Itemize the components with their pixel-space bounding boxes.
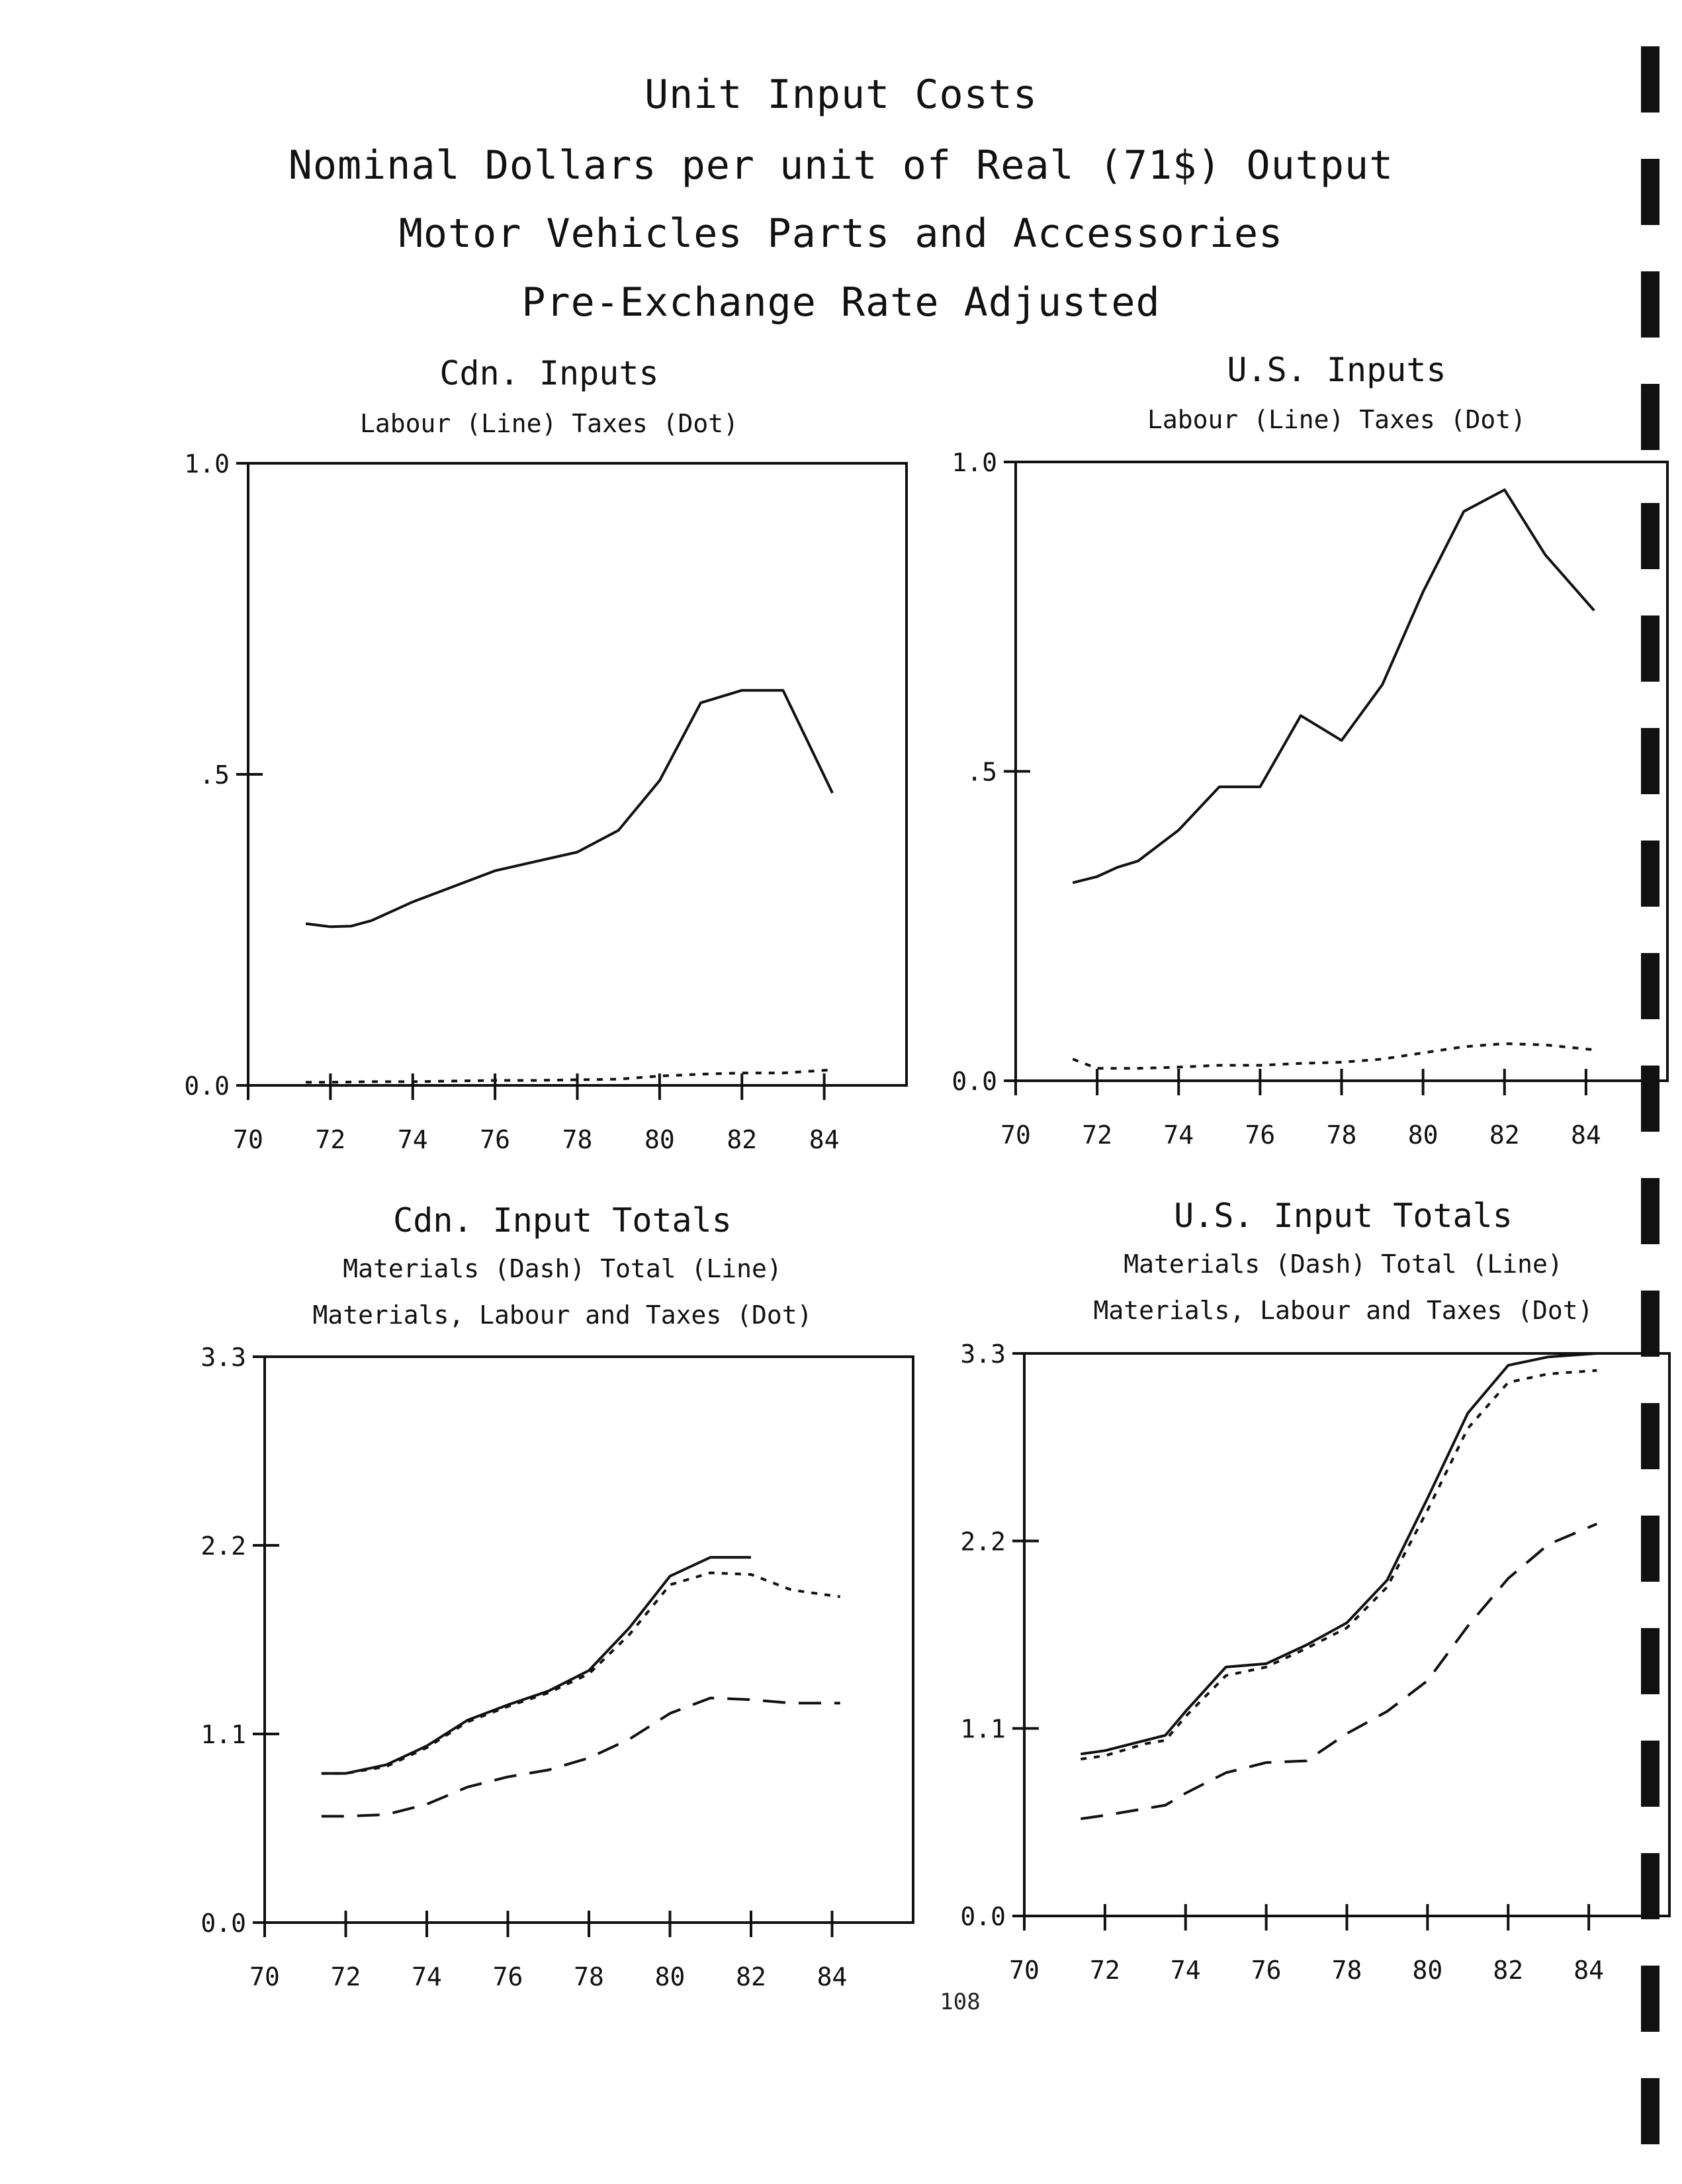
x-tick-label: 70 bbox=[1009, 1956, 1040, 1985]
x-tick-label: 82 bbox=[727, 1125, 757, 1154]
x-tick-label: 78 bbox=[1332, 1956, 1362, 1985]
y-tick-label: .5 bbox=[967, 758, 997, 787]
x-tick-label: 74 bbox=[1171, 1956, 1201, 1985]
panel-subtitle: Labour (Line) Taxes (Dot) bbox=[360, 409, 738, 438]
series-line-taxes-dot bbox=[1072, 1042, 1595, 1070]
x-tick-label: 76 bbox=[493, 1962, 523, 1991]
x-tick-label: 76 bbox=[480, 1125, 510, 1154]
binding-edge-mark bbox=[1641, 953, 1660, 1019]
binding-edge-mark bbox=[1641, 615, 1660, 682]
binding-edge-mark bbox=[1641, 1628, 1660, 1694]
x-tick-label: 84 bbox=[809, 1125, 840, 1154]
y-tick-label: 1.0 bbox=[952, 448, 997, 477]
series-line-materials-labour-and-taxes-dot bbox=[1081, 1369, 1597, 1760]
y-tick-label: 1.0 bbox=[184, 449, 230, 478]
panel-subtitle: Materials (Dash) Total (Line) bbox=[1124, 1250, 1563, 1279]
binding-edge-mark bbox=[1641, 46, 1660, 113]
y-tick-label: 3.3 bbox=[960, 1340, 1006, 1369]
x-tick-label: 80 bbox=[655, 1962, 686, 1991]
x-tick-label: 70 bbox=[249, 1962, 280, 1991]
y-tick-label: 0.0 bbox=[200, 1909, 246, 1938]
y-tick-label: .5 bbox=[199, 760, 230, 790]
x-tick-label: 80 bbox=[1408, 1120, 1439, 1150]
series-line-total-line bbox=[321, 1556, 751, 1775]
panel-subtitle: Labour (Line) Taxes (Dot) bbox=[1147, 405, 1526, 434]
y-tick-label: 0.0 bbox=[960, 1902, 1006, 1931]
panel-title: Cdn. Inputs bbox=[439, 354, 659, 392]
y-tick-label: 0.0 bbox=[184, 1071, 230, 1101]
x-tick-label: 74 bbox=[1163, 1120, 1194, 1150]
x-tick-label: 76 bbox=[1251, 1956, 1282, 1985]
x-tick-label: 82 bbox=[736, 1962, 766, 1991]
binding-edge-mark bbox=[1641, 384, 1660, 450]
x-tick-label: 76 bbox=[1245, 1120, 1275, 1150]
x-tick-label: 84 bbox=[1573, 1956, 1604, 1985]
x-tick-label: 82 bbox=[1493, 1956, 1523, 1985]
x-tick-label: 80 bbox=[1412, 1956, 1442, 1985]
chart-title-line-4: Pre-Exchange Rate Adjusted bbox=[521, 279, 1161, 326]
x-tick-label: 78 bbox=[574, 1962, 604, 1991]
binding-edge-mark bbox=[1641, 841, 1660, 907]
x-tick-label: 82 bbox=[1489, 1120, 1520, 1150]
y-tick-label: 1.1 bbox=[960, 1715, 1006, 1744]
y-tick-label: 2.2 bbox=[200, 1531, 246, 1561]
binding-edge-mark bbox=[1641, 1853, 1660, 1919]
x-tick-label: 78 bbox=[1327, 1120, 1357, 1150]
binding-edge-mark bbox=[1641, 1291, 1660, 1357]
x-tick-label: 72 bbox=[315, 1125, 345, 1154]
x-tick-label: 72 bbox=[1090, 1956, 1120, 1985]
x-tick-label: 72 bbox=[1082, 1120, 1112, 1150]
chart-title-line-3: Motor Vehicles Parts and Accessories bbox=[398, 210, 1284, 257]
binding-edge-mark bbox=[1641, 503, 1660, 569]
x-tick-label: 70 bbox=[233, 1125, 263, 1154]
y-tick-label: 3.3 bbox=[200, 1343, 246, 1372]
binding-edge-mark bbox=[1641, 1516, 1660, 1582]
series-line-total-line bbox=[1081, 1352, 1597, 1756]
y-tick-label: 0.0 bbox=[952, 1067, 997, 1096]
chart-title-line-1: Unit Input Costs bbox=[644, 71, 1038, 118]
y-tick-label: 2.2 bbox=[960, 1527, 1006, 1556]
series-line-materials-dash bbox=[321, 1696, 840, 1818]
binding-edge-mark bbox=[1641, 728, 1660, 794]
series-line-labour-line bbox=[1072, 488, 1595, 884]
chart-title-line-2: Nominal Dollars per unit of Real (71$) O… bbox=[288, 142, 1394, 189]
binding-edge-mark bbox=[1641, 1966, 1660, 2032]
x-tick-label: 78 bbox=[562, 1125, 593, 1154]
x-tick-label: 84 bbox=[817, 1962, 848, 1991]
page-number: 108 bbox=[940, 1989, 981, 2015]
x-tick-label: 74 bbox=[412, 1962, 442, 1991]
series-line-materials-labour-and-taxes-dot bbox=[321, 1571, 841, 1775]
binding-edge-mark bbox=[1641, 1403, 1660, 1469]
binding-edge-mark bbox=[1641, 1741, 1660, 1807]
binding-edge-mark bbox=[1641, 159, 1660, 225]
y-tick-label: 1.1 bbox=[200, 1720, 246, 1749]
binding-edge-mark bbox=[1641, 1066, 1660, 1132]
series-line-labour-line bbox=[305, 689, 834, 929]
x-tick-label: 84 bbox=[1571, 1120, 1601, 1150]
panel-title: Cdn. Input Totals bbox=[393, 1201, 732, 1240]
x-tick-label: 80 bbox=[644, 1125, 675, 1154]
panel-subtitle: Materials, Labour and Taxes (Dot) bbox=[312, 1300, 813, 1330]
panel-subtitle: Materials (Dash) Total (Line) bbox=[343, 1254, 782, 1283]
x-tick-label: 72 bbox=[331, 1962, 361, 1991]
binding-edge-mark bbox=[1641, 271, 1660, 338]
binding-edge-mark bbox=[1641, 1178, 1660, 1244]
x-tick-label: 70 bbox=[1000, 1120, 1031, 1150]
x-tick-label: 74 bbox=[398, 1125, 428, 1154]
binding-edge-mark bbox=[1641, 2078, 1660, 2144]
panel-subtitle: Materials, Labour and Taxes (Dot) bbox=[1093, 1296, 1593, 1325]
series-line-materials-dash bbox=[1081, 1522, 1598, 1821]
panel-title: U.S. Inputs bbox=[1227, 351, 1446, 389]
plot-frame bbox=[1023, 1352, 1671, 1917]
panel-title: U.S. Input Totals bbox=[1174, 1197, 1513, 1235]
